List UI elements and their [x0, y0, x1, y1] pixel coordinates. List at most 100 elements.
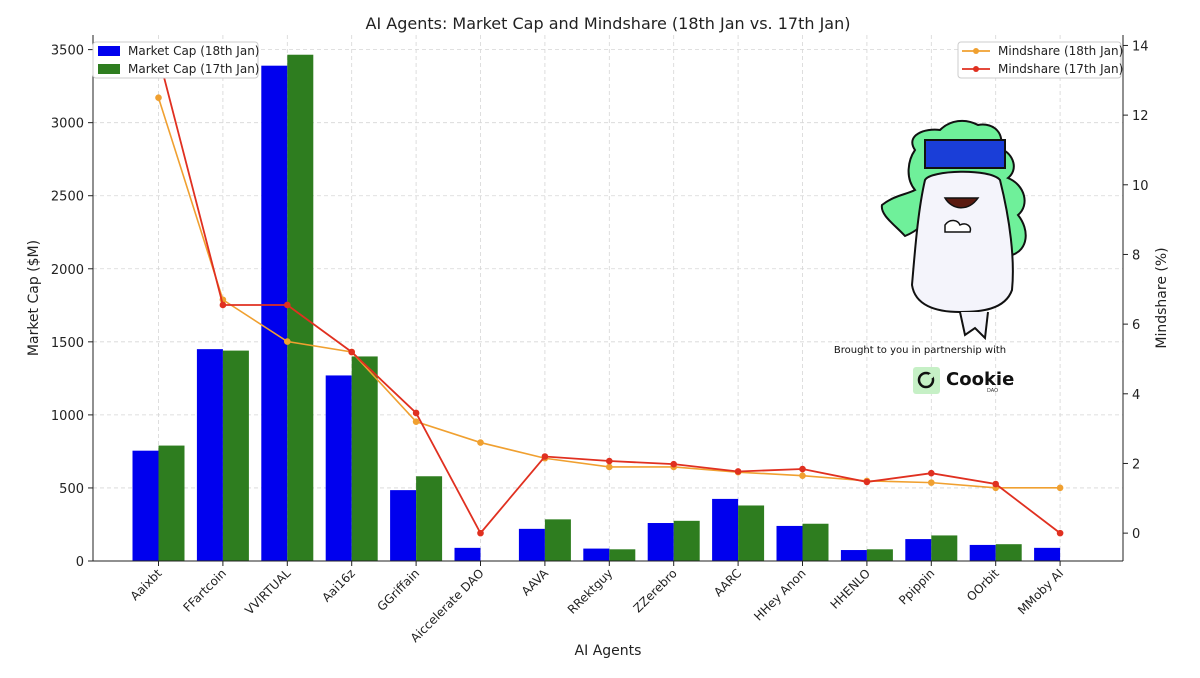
cookie-logo-bite [928, 373, 934, 379]
bar-mc17 [931, 535, 958, 561]
bar-mc18 [390, 490, 417, 561]
bar-mc17 [995, 544, 1022, 561]
y2-tick-label: 0 [1132, 527, 1140, 542]
point-ms18 [284, 338, 291, 345]
x-tick-label: AAVA [519, 566, 552, 599]
y2-tick-label: 8 [1132, 248, 1140, 263]
legend-label-ms18: Mindshare (18th Jan) [998, 44, 1123, 58]
bar-mc18 [712, 498, 739, 561]
legend-swatch-mc17 [98, 64, 120, 74]
x-axis-label: AI Agents [575, 643, 642, 659]
point-ms17 [477, 529, 484, 537]
legend-lines: Mindshare (18th Jan) Mindshare (17th Jan… [957, 41, 1123, 79]
mascot-body [910, 170, 1014, 314]
point-ms18 [477, 439, 484, 446]
bar-mc18 [454, 547, 481, 561]
bars [132, 54, 1061, 561]
mascot-illustration [880, 119, 1027, 341]
bar-mc18 [196, 349, 223, 561]
legend-lines-box [957, 41, 1122, 79]
bar-mc18 [261, 65, 288, 561]
legend-marker-ms18 [973, 48, 979, 54]
bar-mc18 [905, 539, 932, 561]
point-ms18 [606, 463, 613, 471]
cookie-dao-logo: Cookie DAO [913, 367, 1014, 394]
legend-bars-box [92, 41, 259, 79]
y2-tick-label: 4 [1132, 388, 1140, 403]
y2-tick-label: 6 [1132, 318, 1140, 333]
cookie-logo-ring [917, 371, 935, 389]
point-ms17 [863, 478, 871, 486]
mindshare-lines [155, 52, 1064, 537]
x-tick-label: RRektguy [565, 566, 616, 617]
mascot-cloud-mark [944, 219, 972, 233]
y2-axis-label: Mindshare (%) [1154, 247, 1170, 348]
bar-mc17 [416, 476, 443, 561]
mascot-feet [959, 311, 989, 341]
x-tick-label: FFartcoin [181, 566, 229, 614]
point-ms17 [284, 301, 291, 309]
bar-mc18 [583, 548, 610, 561]
cookie-brand-text: Cookie [946, 369, 1014, 390]
x-tick-label: AARC [711, 566, 744, 599]
x-tick-label: Aai16z [319, 566, 358, 605]
bar-mc17 [544, 519, 571, 561]
legend-marker-ms17 [973, 66, 979, 72]
y-tick-label: 3000 [51, 117, 84, 132]
y-tick-label: 2000 [51, 263, 84, 278]
x-tick-label: Ppippin [896, 566, 937, 607]
x-tick-label: MMoby AI [1015, 566, 1066, 617]
y-tick-label: 500 [59, 482, 84, 497]
x-tick-label: ZZerebro [631, 566, 680, 615]
point-ms17 [734, 468, 742, 475]
y2-tick-label: 14 [1132, 39, 1149, 54]
bar-mc18 [969, 544, 996, 561]
x-tick-label: HHey Anon [751, 566, 808, 623]
bar-mc17 [158, 445, 185, 561]
y2-tick-label: 2 [1132, 457, 1140, 472]
legend-label-mc17: Market Cap (17th Jan) [128, 62, 259, 76]
point-ms18 [155, 94, 162, 102]
y-tick-label: 2500 [51, 190, 84, 205]
y2-tick-label: 12 [1132, 109, 1149, 124]
partnership-text: Brought to you in partnership with [834, 345, 1006, 356]
bar-mc18 [776, 525, 803, 561]
point-ms17 [928, 469, 935, 477]
mascot-visor [924, 139, 1006, 169]
bar-mc17 [222, 350, 249, 561]
bar-mc17 [351, 356, 378, 561]
legend-label-ms17: Mindshare (17th Jan) [998, 62, 1123, 76]
point-ms17 [606, 457, 613, 465]
y-tick-label: 0 [76, 555, 84, 570]
y-tick-label: 1000 [51, 409, 84, 424]
x-tick-label: VVIRTUAL [242, 566, 293, 617]
point-ms18 [412, 418, 420, 425]
point-ms17 [670, 460, 677, 468]
legend-label-mc18: Market Cap (18th Jan) [128, 44, 259, 58]
point-ms17 [412, 409, 420, 417]
point-ms17 [219, 301, 227, 309]
legend-bars: Market Cap (18th Jan) Market Cap (17th J… [92, 41, 259, 79]
cookie-logo-mark [913, 367, 940, 394]
point-ms17 [799, 465, 806, 473]
y-axis-label: Market Cap ($M) [26, 240, 42, 356]
point-ms17 [992, 480, 999, 488]
bar-mc18 [132, 450, 159, 561]
x-tick-label: GGriffain [375, 566, 423, 614]
bar-mc18 [325, 375, 352, 561]
bar-mc18 [1034, 547, 1061, 561]
bar-mc18 [840, 550, 867, 561]
point-ms17 [541, 453, 549, 460]
bar-mc17 [609, 549, 636, 561]
cookie-dao-text: DAO [987, 388, 998, 394]
bar-mc17 [866, 549, 893, 561]
bar-mc17 [673, 520, 700, 561]
point-ms18 [1056, 484, 1064, 492]
bar-mc17 [738, 505, 765, 561]
point-ms18 [799, 472, 806, 479]
bar-mc17 [802, 523, 829, 561]
chart-title: AI Agents: Market Cap and Mindshare (18t… [366, 14, 851, 33]
mascot-mouth [943, 197, 980, 209]
y-tick-label: 3500 [51, 44, 84, 59]
